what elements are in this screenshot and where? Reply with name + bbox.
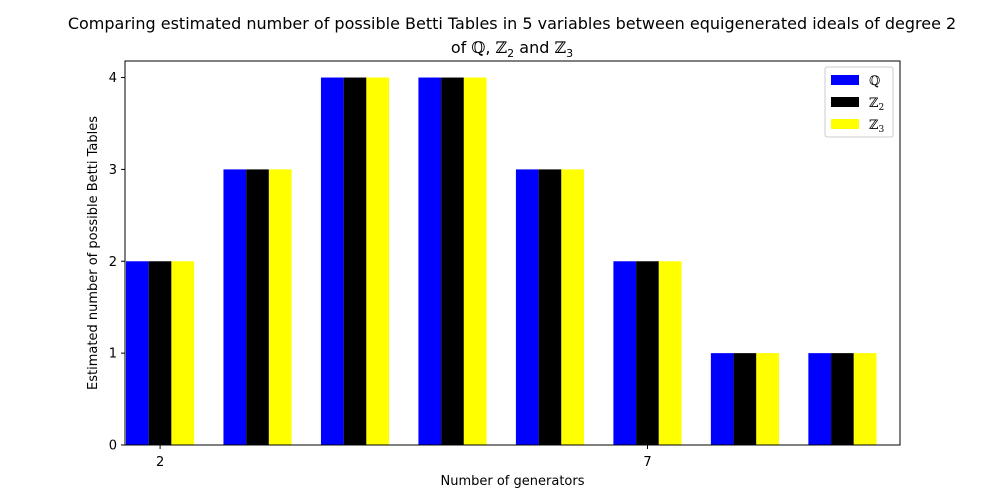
legend-swatch bbox=[831, 75, 859, 85]
bar-series-1-x-3 bbox=[223, 169, 247, 445]
chart-title-line1: Comparing estimated number of possible B… bbox=[68, 14, 956, 33]
legend-label: ℤ3 bbox=[869, 118, 885, 135]
bar-series-2-x-9 bbox=[831, 353, 854, 445]
chart-title-line2: of ℚ, ℤ2 and ℤ3 bbox=[451, 38, 573, 60]
y-tick-label: 2 bbox=[109, 255, 117, 270]
bar-series-3-x-9 bbox=[853, 353, 877, 445]
bar-series-1-x-5 bbox=[418, 77, 442, 445]
ticks-layer: 0 1 2 3 4 2 7 bbox=[109, 71, 652, 470]
bar-series-3-x-3 bbox=[268, 169, 292, 445]
bar-series-1-x-6 bbox=[515, 169, 539, 445]
bar-series-3-x-7 bbox=[658, 261, 682, 445]
bar-series-2-x-3 bbox=[246, 169, 269, 445]
x-tick-label: 2 bbox=[156, 455, 164, 470]
bar-series-3-x-2 bbox=[171, 261, 195, 445]
bar-series-1-x-4 bbox=[320, 77, 344, 445]
bar-series-3-x-5 bbox=[463, 77, 487, 445]
y-tick-label: 3 bbox=[109, 163, 117, 178]
title-part: and bbox=[514, 38, 554, 57]
x-tick-label: 7 bbox=[643, 455, 651, 470]
bar-series-2-x-5 bbox=[441, 77, 464, 445]
bar-series-1-x-8 bbox=[710, 353, 734, 445]
bar-series-3-x-4 bbox=[366, 77, 390, 445]
y-tick-label: 4 bbox=[109, 71, 117, 86]
legend-label: ℚ bbox=[869, 74, 880, 89]
y-axis-label: Estimated number of possible Betti Table… bbox=[86, 116, 101, 390]
legend-label: ℤ2 bbox=[869, 96, 884, 113]
bar-series-3-x-6 bbox=[561, 169, 585, 445]
x-axis-label: Number of generators bbox=[441, 474, 585, 489]
title-part: 3 bbox=[566, 47, 573, 60]
bar-series-3-x-8 bbox=[756, 353, 780, 445]
axes-frame bbox=[124, 60, 901, 446]
title-part: ℤ bbox=[495, 38, 507, 57]
legend-swatch bbox=[831, 97, 859, 107]
legend-swatch bbox=[831, 119, 859, 129]
bar-series-1-x-2 bbox=[125, 261, 149, 445]
bar-series-2-x-7 bbox=[636, 261, 659, 445]
bar-series-1-x-7 bbox=[613, 261, 637, 445]
bar-series-2-x-4 bbox=[343, 77, 367, 445]
title-part: 2 bbox=[507, 47, 514, 60]
title-part: ℤ bbox=[554, 38, 566, 57]
y-tick-label: 0 bbox=[109, 439, 117, 454]
title-part: , bbox=[485, 38, 495, 57]
bar-series-1-x-9 bbox=[808, 353, 832, 445]
y-tick-label: 1 bbox=[109, 347, 117, 362]
bars-layer bbox=[125, 77, 877, 445]
title-part: ℚ bbox=[471, 38, 485, 57]
bar-series-2-x-6 bbox=[538, 169, 562, 445]
bar-series-2-x-2 bbox=[148, 261, 172, 445]
legend: ℚ ℤ2 ℤ3 bbox=[824, 66, 894, 138]
legend-items: ℚ ℤ2 ℤ3 bbox=[831, 74, 885, 135]
title-part: of bbox=[451, 38, 472, 57]
bar-series-2-x-8 bbox=[733, 353, 757, 445]
